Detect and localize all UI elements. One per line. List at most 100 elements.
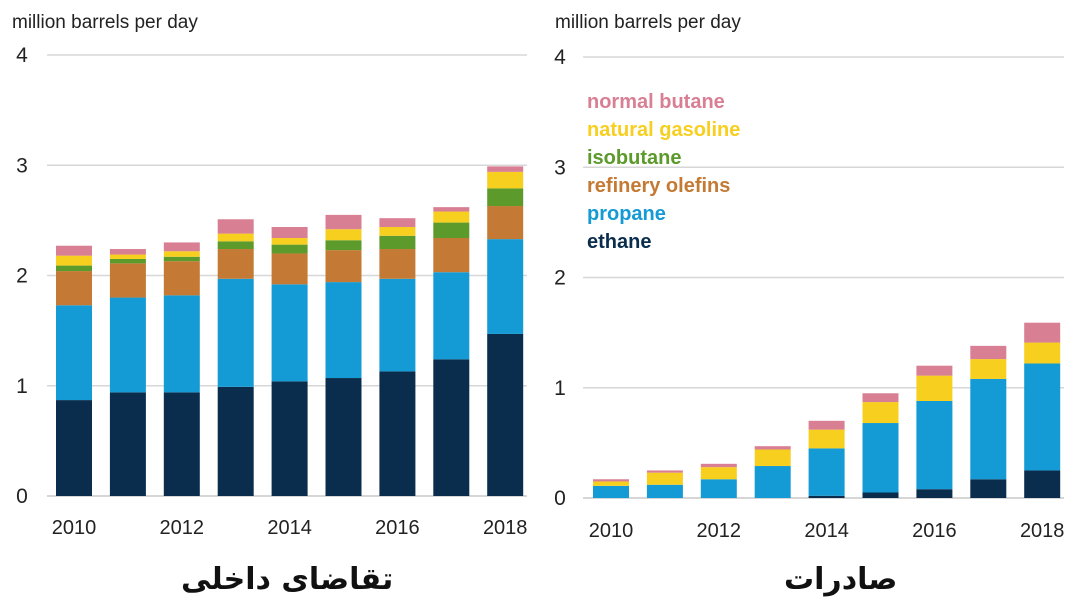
bar-segment-normal-butane (487, 166, 524, 172)
bar-segment-propane (916, 400, 953, 490)
bar-segment-ethane (808, 495, 845, 498)
y-tick-label: 4 (16, 44, 28, 67)
bar-segment-isobutane (56, 265, 92, 272)
y-axis-unit-label: million barrels per day (555, 12, 741, 33)
bar-segment-natural-gasoline (808, 429, 845, 449)
bar-segment-refinery-olefins (109, 263, 146, 298)
bar-segment-normal-butane (109, 249, 146, 255)
bar-segment-ethane (163, 392, 200, 496)
x-tick-label: 2010 (589, 520, 634, 542)
bar-segment-normal-butane (217, 219, 254, 234)
bar-segment-natural-gasoline (593, 481, 629, 486)
bar-segment-ethane (109, 392, 146, 496)
bar-segment-refinery-olefins (487, 206, 524, 240)
bar-segment-natural-gasoline (700, 467, 737, 480)
bar-segment-normal-butane (56, 245, 92, 256)
x-tick-label: 2018 (1020, 520, 1064, 542)
bar-segment-propane (433, 272, 470, 360)
bar-segment-propane (754, 466, 791, 498)
y-tick-label: 1 (554, 377, 566, 400)
bar-segment-ethane (1024, 470, 1061, 498)
bar-segment-natural-gasoline (271, 238, 308, 245)
chart-title: صادرات (784, 562, 898, 597)
bar-segment-refinery-olefins (163, 261, 200, 296)
bar-segment-propane (808, 448, 845, 496)
bar-segment-natural-gasoline (754, 449, 791, 467)
bar-segment-refinery-olefins (379, 249, 416, 279)
legend-item-natural-gasoline: natural gasoline (587, 119, 741, 141)
bar-segment-ethane (970, 479, 1007, 498)
bar-segment-ethane (916, 489, 953, 498)
bar-segment-normal-butane (271, 226, 308, 239)
bar-segment-refinery-olefins (56, 271, 92, 306)
bar-segment-ethane (56, 400, 92, 496)
bar-segment-ethane (487, 333, 524, 496)
bar-segment-propane (1024, 363, 1061, 471)
bar-segment-isobutane (325, 240, 362, 251)
bar-segment-natural-gasoline (325, 229, 362, 241)
bar-segment-natural-gasoline (646, 472, 683, 485)
bar-segment-normal-butane (808, 420, 845, 430)
bar-segment-natural-gasoline (109, 254, 146, 259)
bar-segment-normal-butane (433, 207, 470, 212)
bar-segment-ethane (862, 492, 899, 498)
y-tick-label: 4 (554, 46, 566, 69)
bar-segment-natural-gasoline (862, 402, 899, 424)
bar-segment-normal-butane (700, 463, 737, 468)
y-tick-label: 3 (554, 156, 566, 179)
bar-segment-natural-gasoline (433, 211, 470, 223)
legend: normal butane natural gasoline isobutane… (587, 88, 740, 256)
bar-segment-propane (271, 284, 308, 382)
bar-segment-ethane (433, 359, 470, 496)
y-tick-label: 3 (16, 154, 28, 177)
y-tick-label: 1 (16, 375, 28, 398)
bar-segment-propane (56, 305, 92, 401)
exports-panel: million barrels per day 0 1 2 3 4 2010 2012 201… (537, 0, 1074, 603)
bar-segment-normal-butane (754, 446, 791, 450)
bar-segment-isobutane (379, 235, 416, 250)
bar-segment-natural-gasoline (487, 171, 524, 189)
bar-segment-natural-gasoline (56, 255, 92, 266)
bar-segment-propane (325, 282, 362, 379)
bar-segment-refinery-olefins (271, 253, 308, 285)
bar-segment-normal-butane (916, 365, 953, 376)
bar-segment-propane (593, 485, 629, 498)
legend-item-refinery-olefins: refinery olefins (587, 175, 731, 197)
domestic-demand-chart: 0 1 2 3 4 2010 2012 2014 2016 2018 (16, 44, 528, 539)
bar-segment-normal-butane (379, 218, 416, 227)
bar-segment-isobutane (217, 241, 254, 250)
bar-segment-natural-gasoline (916, 375, 953, 401)
y-axis-unit-label: million barrels per day (12, 12, 198, 33)
exports-chart: 0 1 2 3 4 2010 2012 2014 2016 2018 (554, 46, 1064, 542)
x-tick-label: 2014 (804, 520, 849, 542)
legend-item-isobutane: isobutane (587, 147, 682, 169)
y-tick-label: 0 (554, 487, 566, 510)
bar-segment-propane (487, 239, 524, 334)
bar-segment-normal-butane (1024, 322, 1061, 343)
bar-segment-isobutane (487, 188, 524, 207)
bar-segment-isobutane (109, 258, 146, 264)
bar-segment-isobutane (163, 256, 200, 262)
bar-segment-natural-gasoline (379, 226, 416, 236)
bar-segment-ethane (271, 381, 308, 496)
legend-item-ethane: ethane (587, 231, 652, 253)
x-tick-label: 2018 (483, 517, 528, 539)
bar-segment-isobutane (271, 244, 308, 254)
legend-item-propane: propane (587, 203, 666, 225)
x-tick-label: 2014 (267, 517, 312, 539)
bar-segment-normal-butane (862, 393, 899, 403)
x-tick-label: 2012 (160, 517, 205, 539)
bar-segment-propane (862, 423, 899, 493)
bar-segment-propane (109, 297, 146, 393)
x-tick-label: 2016 (375, 517, 420, 539)
bar-segment-ethane (217, 386, 254, 496)
bar-segment-normal-butane (593, 479, 629, 482)
bar-segment-propane (700, 479, 737, 498)
bar-segment-propane (379, 278, 416, 372)
bar-segment-refinery-olefins (325, 250, 362, 283)
y-tick-label: 0 (16, 485, 28, 508)
bar-segment-isobutane (433, 222, 470, 239)
x-tick-label: 2016 (912, 520, 957, 542)
bar-segment-refinery-olefins (433, 238, 470, 273)
chart-title: تقاضای داخلی (181, 562, 394, 597)
